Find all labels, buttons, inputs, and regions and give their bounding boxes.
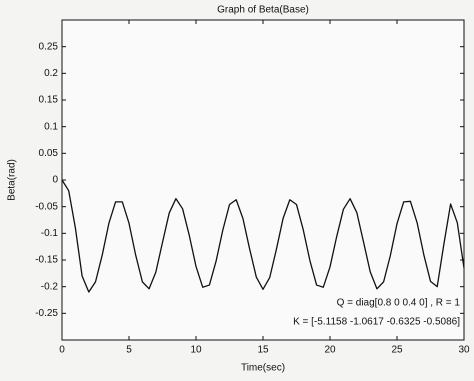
y-tick-label: 0.15 [39, 95, 59, 106]
y-tick-label: 0.25 [39, 41, 59, 52]
x-tick-label: 30 [458, 345, 470, 356]
y-tick-label: -0.2 [41, 281, 59, 292]
y-axis-label: Beta(rad) [7, 159, 18, 201]
x-tick-label: 5 [126, 345, 132, 356]
x-tick-label: 15 [257, 345, 269, 356]
y-tick-label: 0.2 [44, 68, 58, 79]
x-axis-label: Time(sec) [241, 363, 285, 374]
annotation: K = [-5.1158 -1.0617 -0.6325 -0.5086] [293, 317, 460, 328]
y-tick-label: 0.05 [39, 148, 59, 159]
plot-area [61, 19, 465, 341]
y-tick-label: -0.15 [35, 255, 58, 266]
x-tick-label: 10 [190, 345, 202, 356]
x-tick-label: 0 [59, 345, 65, 356]
y-tick-label: -0.1 [41, 228, 59, 239]
y-tick-label: 0 [52, 175, 58, 186]
y-tick-label: -0.05 [35, 201, 58, 212]
y-tick-label: -0.25 [35, 308, 58, 319]
x-tick-label: 20 [324, 345, 336, 356]
data-line [61, 179, 465, 293]
annotation: Q = diag[0.8 0 0.4 0] , R = 1 [337, 298, 461, 309]
chart-title: Graph of Beta(Base) [217, 5, 309, 16]
x-tick-label: 25 [391, 345, 403, 356]
y-tick-label: 0.1 [44, 121, 58, 132]
